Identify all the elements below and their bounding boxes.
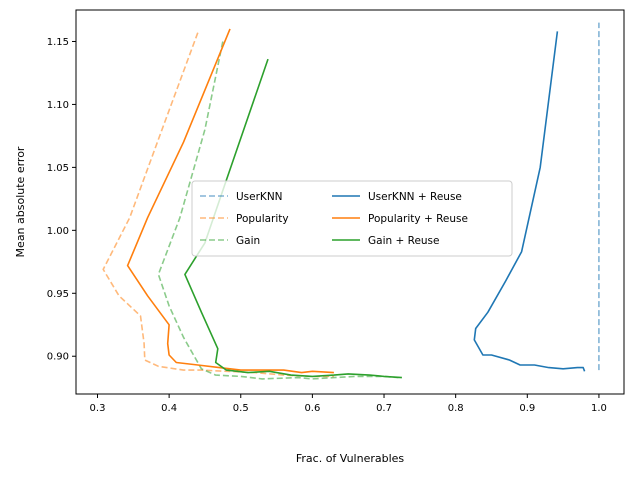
x-tick-label: 0.8 — [448, 403, 464, 414]
x-tick-label: 1.0 — [591, 403, 607, 414]
x-tick-label: 0.7 — [376, 403, 392, 414]
x-tick-label: 0.6 — [304, 403, 320, 414]
series-line-5 — [184, 58, 402, 379]
legend-label-5: Gain + Reuse — [368, 235, 440, 247]
x-axis-label: Frac. of Vulnerables — [296, 452, 405, 465]
legend-label-3: UserKNN + Reuse — [368, 191, 462, 203]
legend-label-4: Popularity + Reuse — [368, 213, 468, 225]
y-tick-label: 1.10 — [47, 100, 69, 111]
y-axis-ticks: 0.90 0.95 1.00 1.05 1.10 1.15 — [47, 37, 76, 363]
x-tick-label: 0.5 — [233, 403, 249, 414]
x-tick-label: 0.4 — [161, 403, 177, 414]
series-layer — [102, 22, 600, 380]
legend: UserKNN Popularity Gain UserKNN + Reuse Popu… — [191, 180, 513, 257]
x-axis-ticks: 0.3 0.4 0.5 0.6 0.7 0.8 0.9 1.0 — [90, 394, 607, 414]
y-tick-label: 1.00 — [47, 226, 69, 237]
legend-label-0: UserKNN — [236, 191, 283, 203]
y-axis-label: Mean absolute error — [14, 146, 27, 257]
y-tick-label: 0.90 — [47, 352, 69, 363]
x-tick-label: 0.9 — [519, 403, 535, 414]
series-line-1 — [102, 32, 334, 378]
legend-label-1: Popularity — [236, 213, 289, 225]
plot-area-frame — [75, 9, 625, 395]
x-tick-label: 0.3 — [90, 403, 106, 414]
y-tick-label: 0.95 — [47, 289, 69, 300]
series-line-3 — [473, 31, 586, 372]
y-tick-label: 1.15 — [47, 37, 69, 48]
y-tick-label: 1.05 — [47, 163, 69, 174]
series-line-4 — [126, 28, 334, 374]
legend-label-2: Gain — [236, 235, 260, 247]
series-line-2 — [157, 41, 399, 380]
